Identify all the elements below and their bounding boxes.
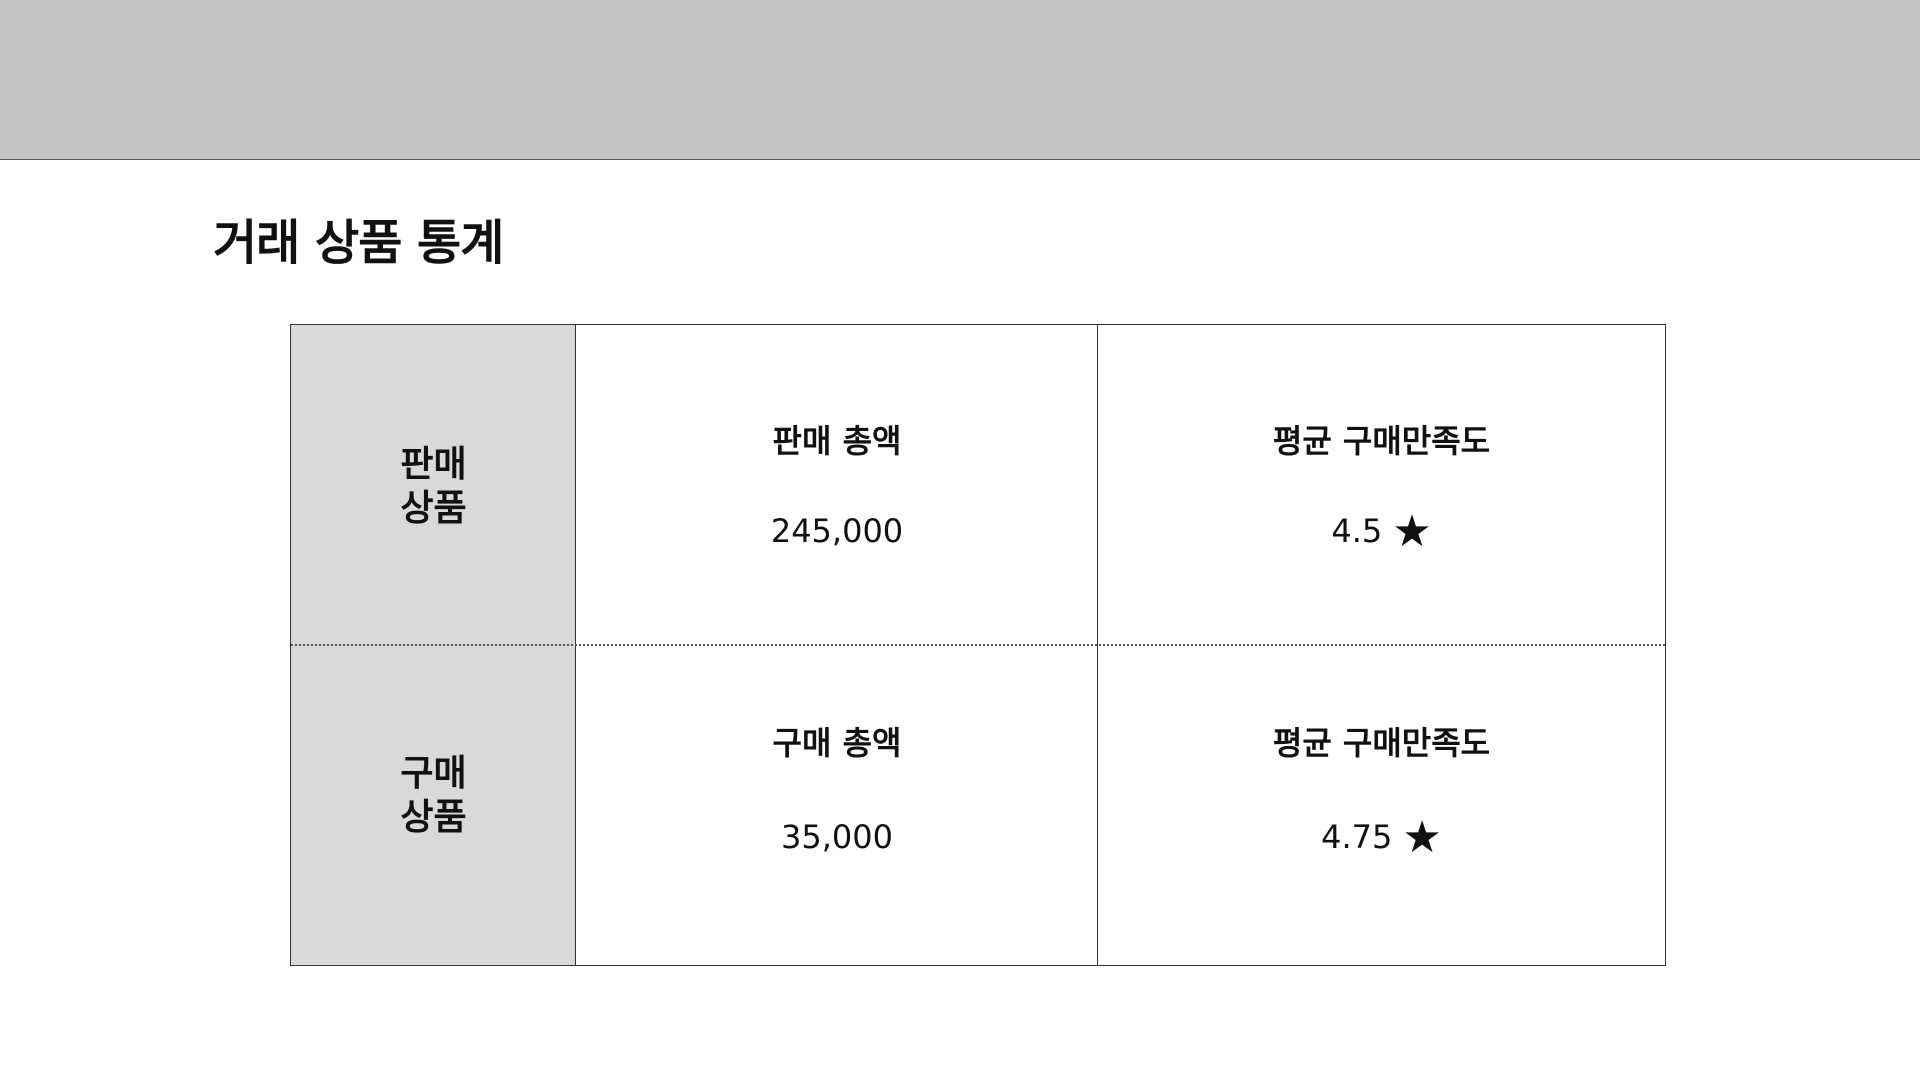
- sales-total-cell: 판매 총액 245,000: [577, 421, 1097, 551]
- sales-rating-value: 4.5: [1331, 512, 1383, 550]
- row-label-sales: 판매 상품: [291, 443, 576, 531]
- purchase-total-heading: 구매 총액: [772, 724, 902, 762]
- row-label-line: 상품: [400, 797, 467, 838]
- row-label-purchases: 구매 상품: [291, 752, 576, 840]
- row-label-line: 상품: [400, 488, 467, 529]
- row-label-line: 구매: [400, 753, 467, 794]
- sales-rating: 4.5 ★: [1098, 510, 1665, 554]
- stats-table: 판매 상품 판매 총액 245,000 평균 구매만족도 4.5 ★ 구매 상품 …: [290, 324, 1666, 966]
- purchase-rating: 4.75 ★: [1098, 816, 1665, 860]
- page-title: 거래 상품 통계: [213, 215, 504, 271]
- star-icon: ★: [1402, 812, 1442, 863]
- purchase-rating-cell: 평균 구매만족도 4.75 ★: [1098, 723, 1665, 860]
- sales-rating-heading: 평균 구매만족도: [1272, 422, 1491, 460]
- star-icon: ★: [1392, 506, 1432, 557]
- purchase-total-cell: 구매 총액 35,000: [577, 723, 1097, 857]
- purchase-total-value: 35,000: [781, 818, 893, 856]
- sales-rating-cell: 평균 구매만족도 4.5 ★: [1098, 421, 1665, 554]
- sales-total-value: 245,000: [770, 512, 904, 550]
- row-label-line: 판매: [400, 444, 467, 485]
- row-divider: [291, 644, 1665, 646]
- purchase-rating-value: 4.75: [1321, 818, 1393, 856]
- sales-total-heading: 판매 총액: [772, 422, 902, 460]
- header-bar: [0, 0, 1920, 160]
- purchase-rating-heading: 평균 구매만족도: [1272, 724, 1491, 762]
